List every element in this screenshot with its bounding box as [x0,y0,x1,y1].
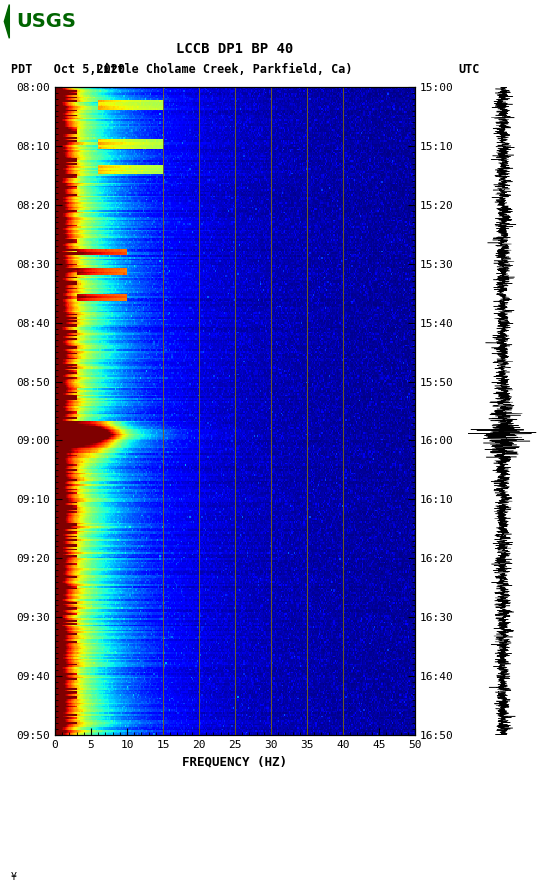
Text: LCCB DP1 BP 40: LCCB DP1 BP 40 [177,42,294,55]
Text: Little Cholame Creek, Parkfield, Ca): Little Cholame Creek, Parkfield, Ca) [95,63,352,76]
Text: ¥: ¥ [11,872,17,881]
Polygon shape [4,4,9,38]
Text: USGS: USGS [17,12,77,31]
Text: UTC: UTC [458,63,480,76]
X-axis label: FREQUENCY (HZ): FREQUENCY (HZ) [183,755,288,768]
Text: PDT   Oct 5,2020: PDT Oct 5,2020 [11,63,125,76]
